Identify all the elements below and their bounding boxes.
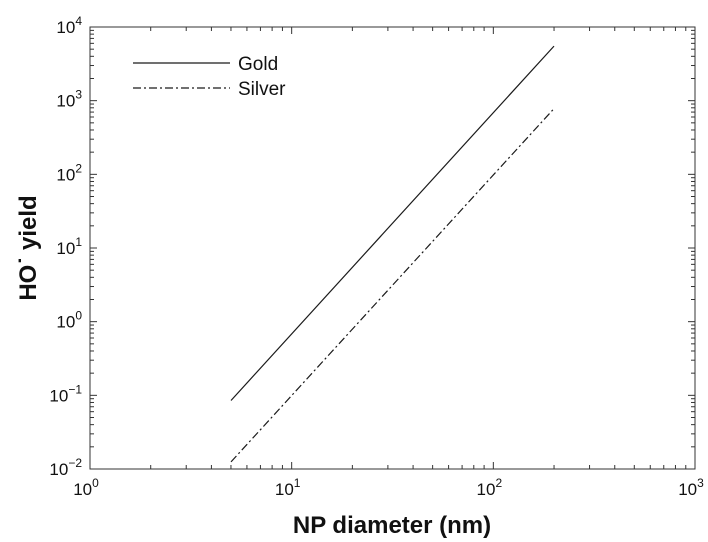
x-tick-exponent: 1 bbox=[294, 476, 301, 490]
y-tick-label: 101 bbox=[56, 235, 82, 258]
x-axis-title: NP diameter (nm) bbox=[293, 512, 491, 539]
legend: Gold Silver bbox=[133, 54, 286, 100]
y-tick-base: 10 bbox=[56, 239, 75, 258]
series-layer bbox=[230, 45, 555, 463]
y-tick-exponent: 2 bbox=[75, 161, 82, 175]
y-axis-title: HO˙ yield bbox=[15, 195, 42, 300]
y-tick-label: 10−2 bbox=[49, 456, 82, 479]
y-tick-base: 10 bbox=[56, 18, 75, 37]
x-tick-base: 10 bbox=[477, 480, 496, 499]
x-tick-label: 102 bbox=[477, 476, 503, 499]
y-tick-exponent: 4 bbox=[75, 14, 82, 28]
x-tick-label: 100 bbox=[73, 476, 99, 499]
x-tick-label: 103 bbox=[678, 476, 704, 499]
legend-label-silver: Silver bbox=[238, 79, 286, 100]
x-tick-base: 10 bbox=[73, 480, 92, 499]
y-tick-base: 10 bbox=[56, 92, 75, 111]
x-tick-base: 10 bbox=[678, 480, 697, 499]
y-tick-exponent: −2 bbox=[68, 456, 82, 470]
y-tick-label: 100 bbox=[56, 309, 82, 332]
y-tick-label: 102 bbox=[56, 161, 82, 184]
legend-label-gold: Gold bbox=[238, 54, 278, 75]
y-tick-label: 10−1 bbox=[49, 382, 82, 405]
plot-area bbox=[89, 26, 696, 470]
y-tick-base: 10 bbox=[56, 313, 75, 332]
x-tick-label: 101 bbox=[275, 476, 301, 499]
y-tick-exponent: 1 bbox=[75, 235, 82, 249]
y-tick-label: 103 bbox=[56, 88, 82, 111]
series-line-gold bbox=[230, 45, 555, 401]
x-tick-exponent: 0 bbox=[92, 476, 99, 490]
y-tick-label: 104 bbox=[56, 14, 82, 37]
y-tick-exponent: 0 bbox=[75, 309, 82, 323]
y-tick-exponent: −1 bbox=[68, 382, 82, 396]
y-tick-exponent: 3 bbox=[75, 88, 82, 102]
y-tick-base: 10 bbox=[56, 165, 75, 184]
y-tick-base: 10 bbox=[49, 460, 68, 479]
x-tick-exponent: 3 bbox=[697, 476, 704, 490]
x-tick-exponent: 2 bbox=[495, 476, 502, 490]
y-tick-base: 10 bbox=[49, 386, 68, 405]
x-tick-base: 10 bbox=[275, 480, 294, 499]
